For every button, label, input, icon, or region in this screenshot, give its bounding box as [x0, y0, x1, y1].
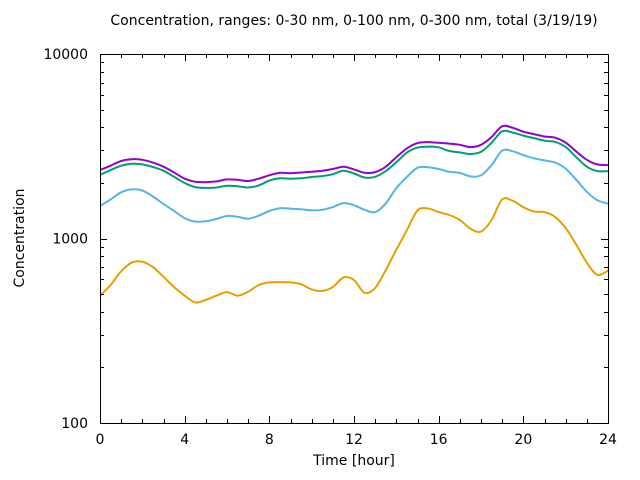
series-line-0-100-nm — [100, 148, 608, 223]
minor-ticks — [100, 54, 608, 423]
x-tick-label: 0 — [96, 432, 105, 448]
y-tick-label: 1000 — [52, 232, 88, 248]
y-tick-label: 100 — [61, 416, 88, 432]
plot-frame — [100, 54, 609, 424]
x-axis-title: Time [hour] — [313, 453, 395, 469]
x-tick-label: 8 — [265, 432, 274, 448]
x-tick-label: 4 — [180, 432, 189, 448]
x-tick-label: 12 — [345, 432, 363, 448]
chart-title: Concentration, ranges: 0-30 nm, 0-100 nm… — [110, 13, 598, 29]
x-tick-label: 24 — [599, 432, 617, 448]
series-line-0-300-nm — [100, 129, 608, 189]
series-line-total — [100, 124, 608, 184]
series-group — [100, 124, 608, 304]
series-line-0-30-nm — [100, 197, 608, 304]
y-tick-label: 10000 — [43, 47, 88, 63]
x-tick-label: 20 — [514, 432, 532, 448]
x-tick-label: 16 — [430, 432, 448, 448]
major-ticks — [100, 54, 609, 424]
